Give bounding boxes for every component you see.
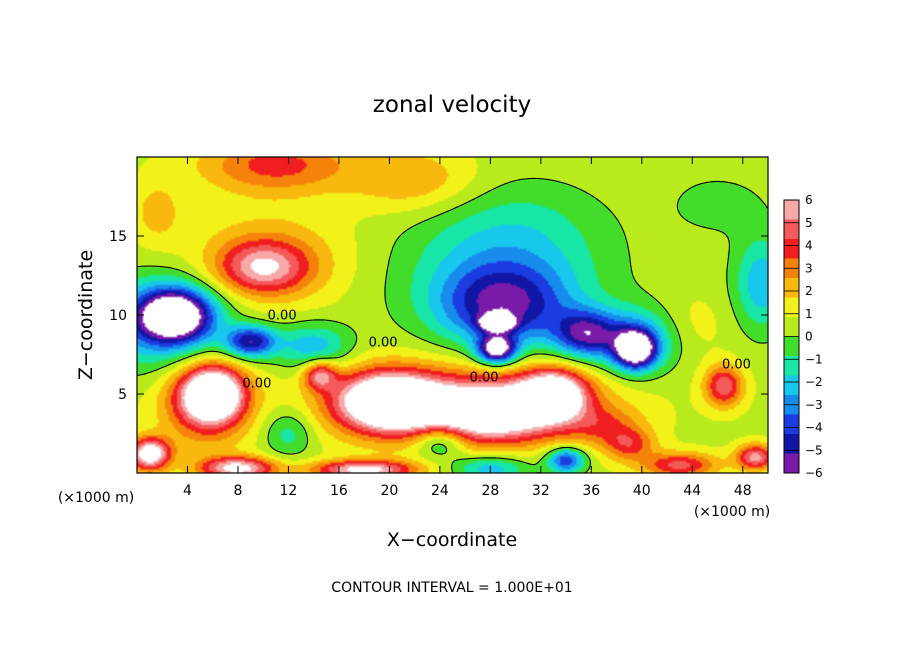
colorbar-tick-label: −5 bbox=[805, 443, 823, 457]
y-tick-label: 15 bbox=[109, 229, 127, 245]
contour-interval-note: CONTOUR INTERVAL = 1.000E+01 bbox=[331, 580, 572, 596]
x-tick-label: 12 bbox=[280, 483, 298, 499]
colorbar-tick-label: −6 bbox=[805, 466, 823, 480]
colorbar-swatch bbox=[784, 414, 799, 435]
colorbar-swatch bbox=[784, 453, 799, 474]
zero-contour-lines bbox=[137, 177, 768, 473]
velocity-field-heatmap bbox=[137, 157, 768, 473]
colorbar-tick-label: 5 bbox=[805, 216, 813, 230]
colorbar: 6 5 4 3 2 1 0 −1 −2 −3 −4 −5 −6 bbox=[783, 193, 823, 480]
colorbar-tick-label: 3 bbox=[805, 261, 813, 275]
colorbar-swatch bbox=[784, 219, 799, 240]
x-tick-label: 40 bbox=[633, 483, 651, 499]
x-tick-label: 4 bbox=[183, 483, 192, 499]
colorbar-swatch bbox=[784, 200, 799, 220]
x-axis-title: X−coordinate bbox=[387, 529, 517, 551]
contour-labels: 0.00 0.00 0.00 0.00 0.00 bbox=[242, 309, 751, 392]
colorbar-swatch bbox=[784, 434, 799, 454]
contour-label: 0.00 bbox=[722, 358, 751, 373]
contour-label: 0.00 bbox=[268, 309, 297, 324]
chart-title: zonal velocity bbox=[373, 92, 531, 118]
y-axis-title: Z−coordinate bbox=[75, 250, 97, 380]
colorbar-swatch bbox=[784, 278, 799, 298]
x-tick-label: 44 bbox=[683, 483, 701, 499]
y-tick-label: 5 bbox=[118, 387, 127, 403]
colorbar-tick-label: −4 bbox=[805, 421, 823, 435]
x-tick-label: 20 bbox=[380, 483, 398, 499]
y-axis-ticks: 5 10 15 bbox=[109, 229, 768, 403]
y-unit-note: (×1000 m) bbox=[58, 490, 134, 506]
colorbar-tick-label: 6 bbox=[805, 193, 813, 207]
contour-label: 0.00 bbox=[470, 370, 499, 385]
contour-label: 0.00 bbox=[369, 336, 398, 351]
colorbar-swatch bbox=[784, 317, 799, 337]
x-tick-label: 36 bbox=[582, 483, 600, 499]
y-tick-label: 10 bbox=[109, 308, 127, 324]
colorbar-tick-label: −1 bbox=[805, 352, 823, 366]
colorbar-tick-label: 1 bbox=[805, 307, 813, 321]
x-tick-label: 8 bbox=[233, 483, 242, 499]
colorbar-tick-label: −3 bbox=[805, 398, 823, 412]
x-tick-label: 16 bbox=[330, 483, 348, 499]
colorbar-tick-label: 0 bbox=[805, 330, 813, 344]
colorbar-swatch bbox=[784, 356, 799, 376]
colorbar-tick-label: 2 bbox=[805, 284, 813, 298]
x-unit-note: (×1000 m) bbox=[694, 504, 770, 520]
x-tick-label: 24 bbox=[431, 483, 449, 499]
colorbar-tick-label: 4 bbox=[805, 239, 813, 253]
x-tick-label: 48 bbox=[734, 483, 752, 499]
x-tick-label: 28 bbox=[481, 483, 499, 499]
contour-label: 0.00 bbox=[242, 377, 271, 392]
x-tick-label: 32 bbox=[532, 483, 550, 499]
x-axis-ticks: 4 8 12 16 20 24 28 32 36 40 44 48 bbox=[183, 157, 752, 499]
colorbar-swatch bbox=[784, 239, 799, 259]
colorbar-swatch bbox=[784, 375, 799, 396]
colorbar-swatch bbox=[784, 336, 799, 357]
colorbar-swatch bbox=[784, 297, 799, 318]
zero-contour bbox=[137, 177, 768, 473]
colorbar-tick-label: −2 bbox=[805, 375, 823, 389]
